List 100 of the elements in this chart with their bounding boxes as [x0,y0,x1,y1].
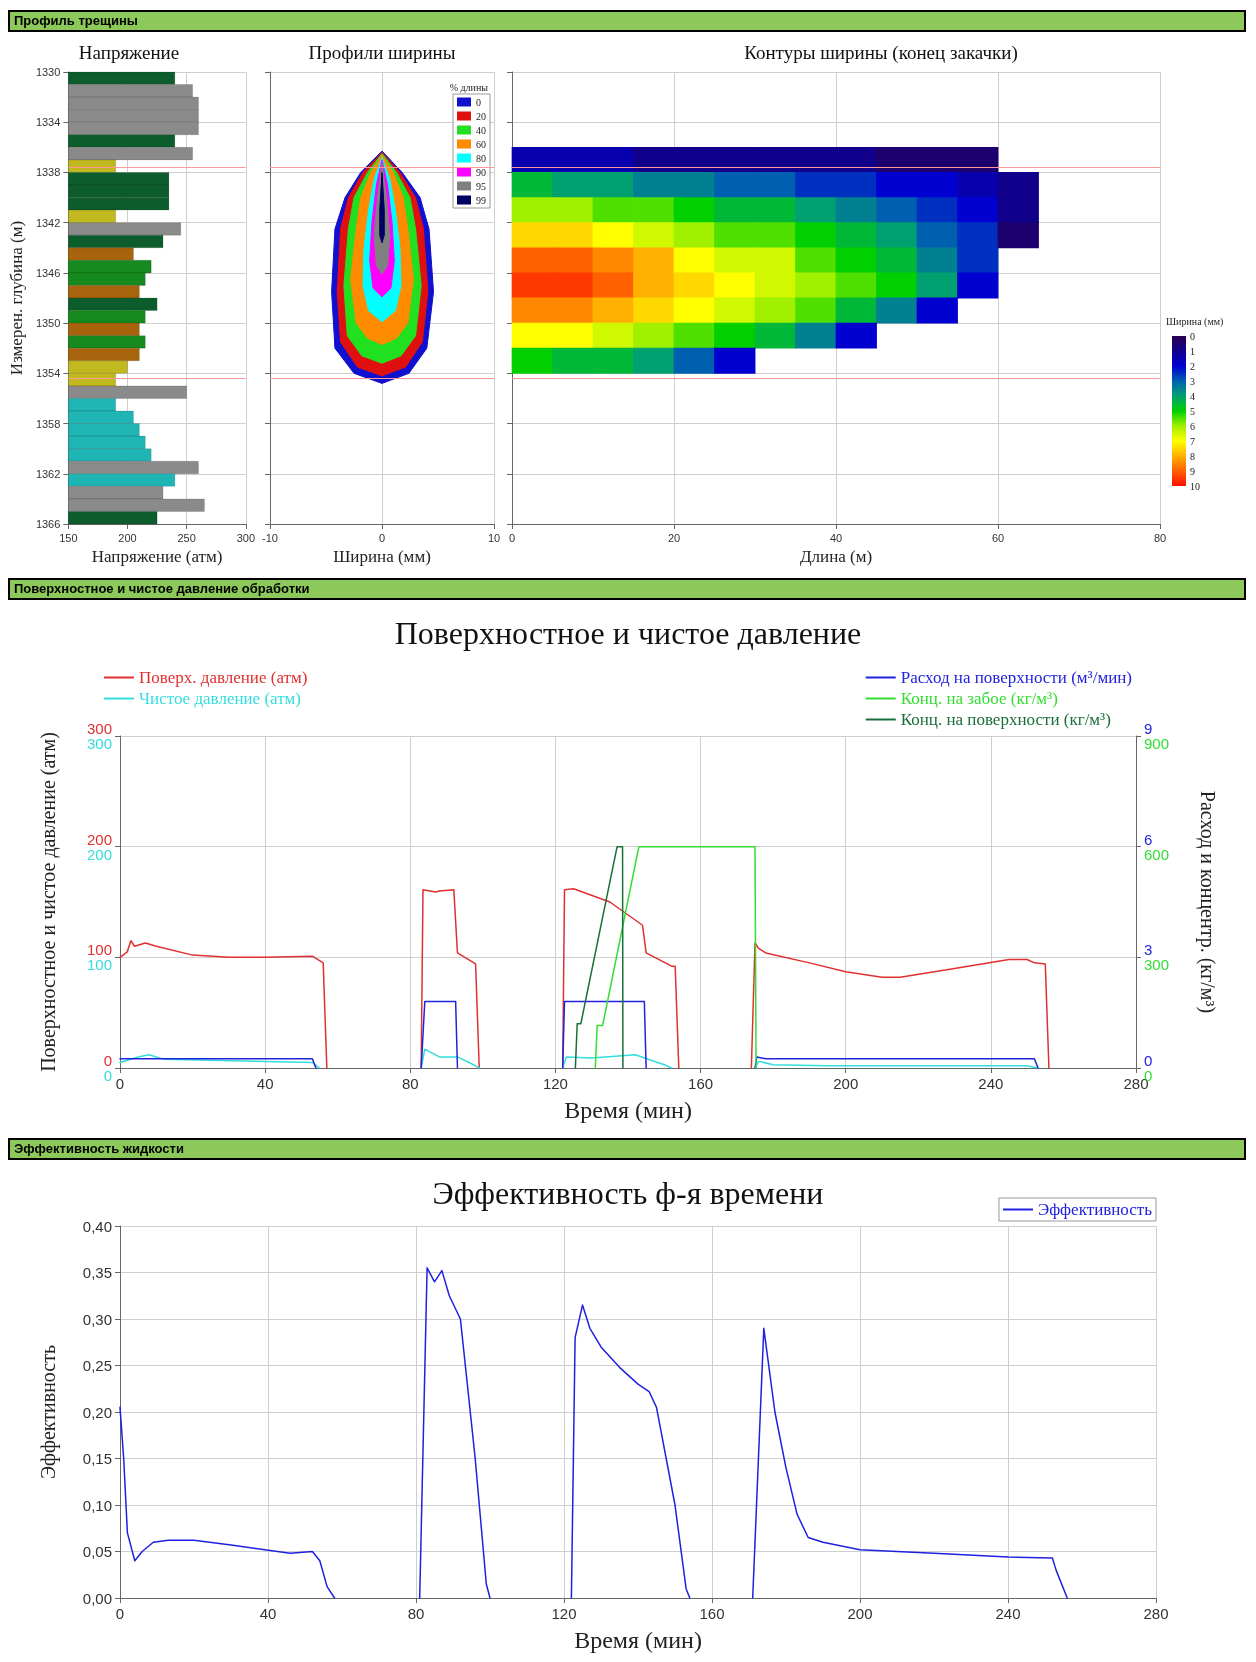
x-tick-label: 150 [59,531,78,544]
y-tick-label: 0,25 [82,1357,112,1374]
y-axis-title: Измерен. глубина (м) [7,220,26,376]
y-tick-label: 0 [103,1052,112,1069]
color-bar-label: 0 [1190,330,1195,342]
x-tick-label: 300 [236,531,255,544]
legend-label: 80 [476,152,486,164]
legend-label: 90 [476,166,486,178]
color-bar-label: 1 [1190,345,1195,357]
color-bar-label: 6 [1190,420,1195,432]
y-tick-label: 1338 [35,166,61,179]
legend-label: Конц. на поверхности (кг/м³) [900,710,1111,729]
x-axis-title: Время (мин) [574,1627,702,1653]
x-tick-label: 20 [667,531,681,544]
y-tick-label: 1350 [35,317,61,330]
y-tick-label: 100 [86,941,112,959]
color-bar-label: 7 [1190,435,1195,447]
legend-label: Конц. на забое (кг/м³) [900,689,1058,708]
chart-title: Профили ширины [308,42,456,63]
text: Поверхностное и чистое давление обработки [8,578,1246,600]
y-tick-label: 1342 [35,216,61,229]
y2-axis-title: Поверхностное и чистое давление (атм) [37,732,60,1072]
color-bar-label: 3 [1190,375,1195,387]
text: Эффективность жидкости [8,1138,1246,1160]
x-tick-label: 120 [542,1075,568,1092]
legend-label: Эффективность [1037,1200,1153,1219]
color-bar-label: 9 [1190,465,1195,477]
x-tick-label: 80 [401,1075,419,1092]
y-tick-label: 1334 [35,116,61,129]
y2-tick-label: 600 [1144,845,1170,863]
legend-label: Расход на поверхности (м³/мин) [900,668,1133,687]
x-tick-label: 0 [378,531,386,544]
y-tick-label: 1346 [35,266,61,279]
y-tick-label: 0,20 [82,1403,112,1421]
legend-label: 0 [476,96,481,108]
color-bar-label: 10 [1190,480,1200,492]
y2-axis-title: Расход и концентр. (кг/м³) [1196,790,1219,1014]
color-bar-label: 5 [1190,405,1195,417]
y-tick-label: 1354 [35,367,61,380]
x-tick-label: 10 [487,531,501,544]
y2-tick-label: 900 [1144,735,1170,752]
chart-title: Напряжение [78,42,180,63]
y-tick-label: 1362 [35,467,61,480]
legend-label: 60 [476,138,486,150]
x-tick-label: 40 [259,1605,277,1622]
legend-title: % длины [449,81,489,93]
y-tick-label: 0,15 [82,1450,112,1467]
x-tick-label: -10 [262,531,278,544]
y-tick-label: 1358 [35,417,61,430]
y-tick-label: 6 [1144,830,1153,848]
x-tick-label: 240 [978,1075,1004,1092]
x-tick-label: 200 [833,1075,859,1092]
y-tick-label: 200 [86,830,112,848]
y-tick-label: 300 [86,720,112,737]
x-axis-title: Напряжение (атм) [91,547,223,566]
legend-label: 20 [476,110,486,122]
y-axis-title: Эффективность [37,1344,60,1480]
y-tick-label: 9 [1144,720,1153,737]
x-tick-label: 80 [407,1605,425,1622]
x-tick-label: 240 [995,1605,1021,1622]
y-tick-label: 0,30 [82,1310,112,1328]
x-tick-label: 80 [1153,531,1167,544]
y-tick-label: 1330 [35,66,61,78]
y-tick-label: 0,00 [82,1589,112,1607]
legend-label: 99 [476,194,486,206]
color-bar-label: 4 [1190,390,1195,402]
x-tick-label: 160 [688,1075,714,1092]
chart-title: Эффективность ф-я времени [432,1175,824,1211]
x-axis-title: Ширина (мм) [333,547,431,566]
chart-title: Контуры ширины (конец закачки) [744,42,1018,64]
x-tick-label: 0 [115,1075,125,1092]
text: Профиль трещины [8,10,1246,32]
color-bar-title: Ширина (мм) [1166,315,1224,328]
x-tick-label: 0 [509,531,516,544]
x-tick-label: 120 [551,1605,577,1622]
x-tick-label: 250 [177,531,196,544]
x-axis-title: Длина (м) [799,547,873,566]
y-tick-label: 0,35 [82,1264,112,1281]
x-tick-label: 160 [699,1605,725,1622]
y-tick-label: 0,40 [82,1217,112,1235]
y-tick-label: 0,10 [82,1496,112,1514]
x-tick-label: 40 [829,531,843,544]
x-tick-label: 280 [1143,1605,1169,1622]
y-tick-label: 1366 [35,518,61,530]
color-bar-label: 8 [1190,450,1195,462]
x-axis-title: Время (мин) [564,1097,692,1123]
x-tick-label: 40 [256,1075,274,1092]
x-tick-label: 200 [118,531,137,544]
x-tick-label: 200 [847,1605,873,1622]
y-tick-label: 3 [1144,941,1153,959]
color-bar-label: 2 [1190,360,1195,372]
x-tick-label: 0 [115,1605,125,1622]
chart-title: Поверхностное и чистое давление [394,615,862,651]
legend-label: Поверх. давление (атм) [139,668,308,687]
legend-label: 40 [476,124,486,136]
legend-label: 95 [476,180,486,192]
y-tick-label: 0 [1144,1052,1153,1069]
y-tick-label: 0,05 [82,1543,112,1560]
legend-label: Чистое давление (атм) [139,689,302,708]
x-tick-label: 60 [991,531,1005,544]
